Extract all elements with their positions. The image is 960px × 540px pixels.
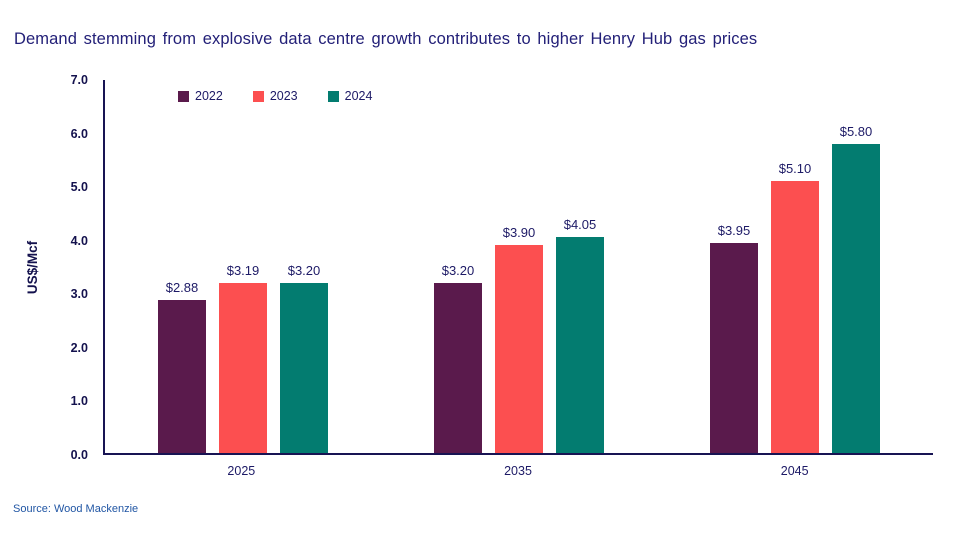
bar-2022-2035 bbox=[434, 282, 482, 453]
bar-2023-2045 bbox=[771, 181, 819, 453]
bar-2022-2045 bbox=[710, 242, 758, 453]
bar-value-label: $5.80 bbox=[839, 123, 873, 139]
y-tick-label: 7.0 bbox=[70, 73, 88, 87]
y-tick-label: 2.0 bbox=[70, 340, 88, 355]
y-tick-label: 4.0 bbox=[70, 233, 88, 248]
bar-value-label: $2.88 bbox=[165, 279, 199, 295]
bar-group-2035: $3.20 $3.90 $4.05 bbox=[381, 80, 657, 453]
bar-2022-2025 bbox=[158, 299, 206, 453]
legend-item-2022: 2022 bbox=[178, 89, 223, 103]
bar-wrap-2024-2035: $4.05 bbox=[556, 80, 604, 453]
bar-wrap-2023-2025: $3.19 bbox=[219, 80, 267, 453]
bar-wrap-2024-2045: $5.80 bbox=[832, 80, 880, 453]
x-axis-label-2025: 2025 bbox=[227, 464, 256, 478]
bar-2024-2045 bbox=[832, 143, 880, 453]
x-axis-label-2035: 2035 bbox=[504, 464, 532, 478]
y-axis-ticks: 0.0 1.0 2.0 3.0 4.0 5.0 6.0 7.0 bbox=[0, 73, 96, 462]
legend-item-2024: 2024 bbox=[327, 89, 373, 103]
legend-label-2024: 2024 bbox=[344, 89, 373, 103]
chart-title: Demand stemming from explosive data cent… bbox=[14, 30, 758, 48]
legend-swatch-2022 bbox=[178, 90, 189, 102]
y-tick-label: 0.0 bbox=[70, 448, 88, 462]
bar-2024-2035 bbox=[556, 237, 604, 453]
legend-item-2023: 2023 bbox=[252, 89, 298, 103]
bar-value-label: $4.05 bbox=[563, 217, 597, 233]
legend-label-2022: 2022 bbox=[195, 89, 223, 103]
legend-swatch-2023 bbox=[252, 90, 264, 102]
x-axis-label-2045: 2045 bbox=[780, 464, 809, 478]
bar-wrap-2023-2045: $5.10 bbox=[771, 80, 819, 453]
bar-2023-2035 bbox=[495, 245, 543, 453]
legend: 2022 2023 2024 bbox=[178, 89, 372, 103]
x-axis-labels: 2025 2035 2045 bbox=[103, 464, 933, 478]
source-note: Source: Wood Mackenzie bbox=[13, 503, 139, 515]
legend-label-2023: 2023 bbox=[269, 89, 298, 103]
y-tick-label: 5.0 bbox=[70, 180, 88, 195]
bar-wrap-2024-2025: $3.20 bbox=[280, 80, 328, 453]
y-tick-label: 6.0 bbox=[70, 126, 88, 141]
bar-wrap-2022-2035: $3.20 bbox=[434, 80, 482, 453]
bar-value-label: $3.90 bbox=[502, 225, 536, 241]
bar-wrap-2023-2035: $3.90 bbox=[495, 80, 543, 453]
bar-group-2045: $3.95 $5.10 $5.80 bbox=[657, 80, 933, 453]
legend-swatch-2024 bbox=[327, 90, 339, 102]
y-tick-label: 3.0 bbox=[70, 287, 88, 302]
bar-value-label: $3.95 bbox=[717, 222, 751, 238]
bar-value-label: $3.20 bbox=[441, 262, 475, 278]
plot-area: $2.88 $3.19 $3.20 $3.20 $3.90 $4.05 $3.95 $5.10… bbox=[103, 80, 933, 455]
bar-value-label: $3.20 bbox=[287, 262, 321, 278]
bar-2023-2025 bbox=[219, 283, 267, 453]
bar-wrap-2022-2045: $3.95 bbox=[710, 80, 758, 453]
bar-wrap-2022-2025: $2.88 bbox=[158, 80, 206, 453]
bar-value-label: $5.10 bbox=[778, 161, 812, 177]
y-tick-label: 1.0 bbox=[70, 394, 88, 409]
bar-group-2025: $2.88 $3.19 $3.20 bbox=[105, 80, 381, 453]
bar-2024-2025 bbox=[280, 282, 328, 453]
bar-value-label: $3.19 bbox=[226, 263, 260, 279]
